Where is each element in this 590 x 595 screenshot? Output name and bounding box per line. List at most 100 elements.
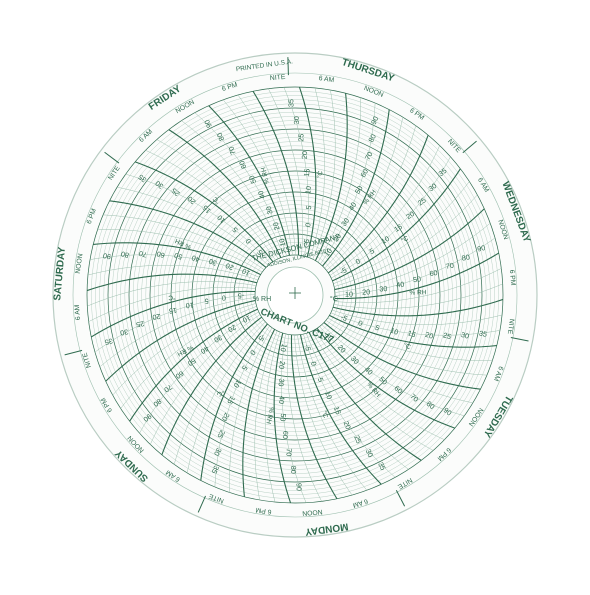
- grid-ring: [242, 242, 348, 348]
- time-line-minor: [334, 194, 478, 287]
- humidity-tick-label: 50: [186, 356, 198, 368]
- time-line-minor: [120, 306, 257, 409]
- humidity-tick-label: 70: [284, 448, 293, 456]
- time-label: NITE: [81, 351, 92, 368]
- humidity-tick-label: 30: [212, 333, 223, 345]
- humidity-tick-label: 20: [362, 287, 370, 296]
- humidity-tick-label: 20: [227, 323, 238, 335]
- grid-ring: [149, 149, 441, 441]
- temperature-tick-label: 25: [170, 186, 182, 198]
- time-line-minor: [319, 326, 465, 417]
- day-separator: [287, 57, 289, 76]
- time-line-minor: [283, 87, 309, 257]
- humidity-unit-label: % RH: [409, 289, 426, 296]
- humidity-tick-label: 80: [152, 397, 164, 409]
- grid-ring: [133, 133, 457, 457]
- time-label: NOON: [75, 253, 85, 274]
- time-label: NITE: [270, 74, 286, 82]
- temperature-tick-label: 5: [374, 323, 381, 333]
- grid-ring: [137, 137, 453, 453]
- temperature-tick-label: 10: [380, 234, 391, 246]
- time-line-minor: [311, 331, 434, 451]
- humidity-tick-label: 30: [349, 354, 361, 366]
- grid-ring: [141, 141, 449, 449]
- time-line-minor: [87, 281, 257, 307]
- humidity-tick-label: 60: [281, 431, 291, 440]
- temperature-tick-label: 5: [240, 364, 250, 372]
- temperature-tick-label: 20: [185, 194, 197, 206]
- time-line-minor: [330, 312, 501, 336]
- time-line-major: [290, 334, 338, 500]
- time-line-minor: [334, 237, 496, 296]
- humidity-tick-label: 40: [199, 344, 210, 356]
- grid-ring: [103, 103, 487, 487]
- grid-ring: [179, 179, 411, 411]
- rim-ring: [72, 72, 518, 518]
- time-line-major: [242, 329, 276, 497]
- humidity-tick-label: 70: [408, 392, 420, 404]
- time-line-minor: [87, 264, 259, 281]
- humidity-tick-label: 50: [278, 413, 288, 422]
- temperature-tick-label: 0: [244, 237, 253, 246]
- time-line-minor: [320, 103, 376, 265]
- grid-ring: [191, 191, 399, 399]
- humidity-tick-label: 50: [412, 274, 421, 284]
- temperature-tick-label: -5: [339, 312, 349, 323]
- humidity-tick-label: 80: [366, 133, 378, 144]
- humidity-tick-label: 60: [393, 384, 405, 396]
- time-line-minor: [334, 222, 491, 293]
- humidity-tick-label: 70: [226, 145, 237, 156]
- time-line-minor: [222, 99, 293, 256]
- temperature-tick-label: 25: [416, 195, 428, 207]
- grid-rings: [86, 86, 504, 504]
- time-line-minor: [327, 317, 493, 361]
- center-rh-label: % RH: [253, 296, 271, 303]
- time-line-major: [93, 242, 261, 276]
- temperature-tick-label: 35: [376, 461, 388, 472]
- time-line-minor: [268, 88, 303, 256]
- time-line-minor: [103, 214, 265, 270]
- temperature-tick-label: 5: [304, 205, 314, 210]
- time-line-minor: [99, 297, 256, 368]
- temperature-tick-label: 15: [302, 168, 312, 177]
- time-label: 6 AM: [318, 75, 335, 84]
- grid-ring: [107, 107, 483, 483]
- temperature-tick-label: 5: [368, 246, 376, 256]
- temperature-tick-label: 15: [225, 394, 237, 406]
- temperature-tick-label: 10: [389, 326, 400, 337]
- time-line-major: [168, 129, 282, 258]
- temperature-unit-label: °C: [168, 294, 176, 302]
- time-line-major: [298, 86, 317, 258]
- temperature-tick-label: -5: [256, 332, 267, 343]
- humidity-tick-label: 20: [277, 360, 287, 370]
- time-line-minor: [333, 283, 503, 309]
- time-label: 6 AM: [74, 304, 82, 320]
- humidity-tick-label: 70: [162, 383, 174, 395]
- humidity-tick-label: 40: [256, 190, 267, 200]
- time-line-major: [323, 322, 481, 390]
- humidity-tick-label: 30: [264, 205, 275, 215]
- temperature-unit-label: °C: [400, 234, 410, 245]
- time-line-minor: [294, 334, 353, 496]
- time-line-major: [332, 168, 461, 282]
- temperature-tick-label: -5: [301, 238, 311, 246]
- time-line-minor: [181, 120, 284, 257]
- humidity-tick-label: 80: [461, 252, 471, 262]
- time-line-minor: [325, 320, 487, 376]
- time-line-minor: [326, 125, 417, 271]
- grid-ring: [200, 200, 390, 390]
- grid-ring: [86, 86, 504, 504]
- temperature-tick-label: 20: [404, 209, 416, 221]
- humidity-tick-label: 90: [442, 405, 454, 417]
- grid-ring: [120, 120, 470, 470]
- temperature-tick-label: 20: [152, 312, 161, 322]
- grid-ring: [229, 229, 361, 361]
- time-line-major: [334, 252, 500, 300]
- temperature-tick-label: 15: [332, 405, 343, 416]
- humidity-tick-label: 30: [339, 216, 351, 228]
- time-line-major: [129, 308, 258, 422]
- temperature-tick-label: 35: [437, 166, 449, 178]
- time-line-major: [308, 332, 422, 461]
- temperature-tick-label: 30: [427, 181, 439, 193]
- temperature-tick-label: 15: [392, 222, 404, 234]
